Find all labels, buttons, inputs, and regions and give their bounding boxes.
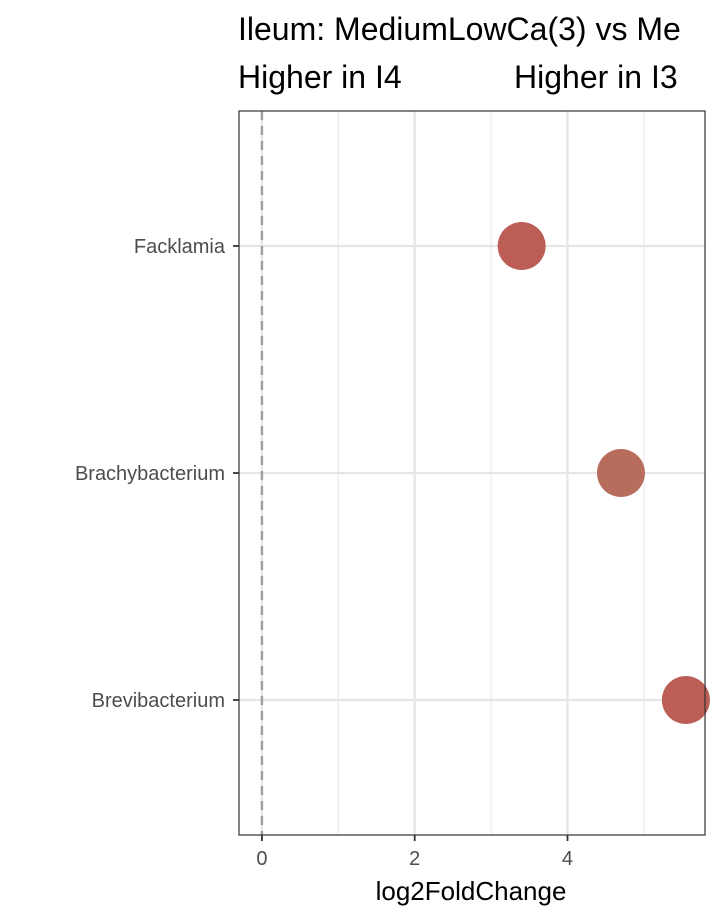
y-axis: Facklamia Brachybacterium Brevibacterium xyxy=(75,236,239,712)
x-axis-title: log2FoldChange xyxy=(376,876,567,906)
data-point-facklamia xyxy=(497,222,546,270)
x-axis: 0 2 4 xyxy=(256,835,573,870)
x-tick-label-0: 0 xyxy=(256,848,267,870)
y-tick-label-2: Brevibacterium xyxy=(92,690,225,712)
points-layer xyxy=(497,222,710,724)
subtitle-left: Higher in I4 xyxy=(238,59,402,95)
y-tick-label-1: Brachybacterium xyxy=(75,463,225,485)
data-point-brevibacterium xyxy=(661,676,710,724)
chart-title: Ileum: MediumLowCa(3) vs Me xyxy=(238,11,681,47)
x-tick-label-2: 4 xyxy=(562,848,573,870)
data-point-brachybacterium xyxy=(596,449,645,497)
x-tick-label-1: 2 xyxy=(409,848,420,870)
y-tick-label-0: Facklamia xyxy=(134,236,226,258)
subtitle-right: Higher in I3 xyxy=(514,59,678,95)
